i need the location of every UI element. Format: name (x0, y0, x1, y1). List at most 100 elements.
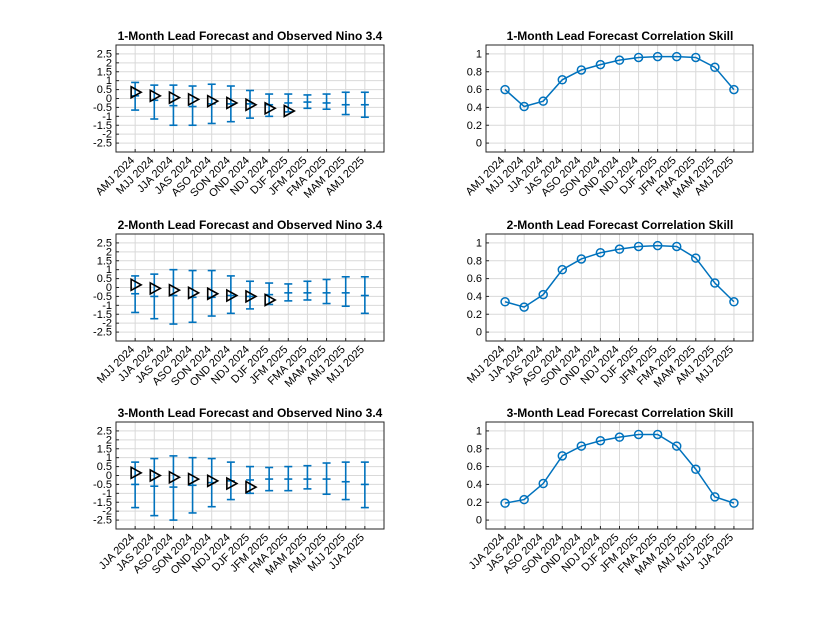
observed-point (187, 92, 201, 107)
y-tick-label: -2.5 (93, 327, 112, 339)
y-tick-label: 0.6 (467, 461, 482, 473)
observed-point (283, 104, 296, 118)
skill-point (652, 429, 663, 440)
y-tick-label: -1.5 (93, 309, 112, 321)
y-tick-label: 2.5 (97, 425, 112, 437)
observed-point (226, 96, 239, 110)
chart-title: 3-Month Lead Forecast Correlation Skill (507, 406, 734, 420)
y-tick-label: 0 (476, 515, 482, 527)
y-tick-label: -2.5 (93, 515, 112, 527)
panel-skill-3: 3-Month Lead Forecast Correlation Skill … (467, 406, 754, 578)
y-tick-label: 2.5 (97, 48, 112, 60)
chart-title: 2-Month Lead Forecast Correlation Skill (507, 218, 734, 232)
skill-point (519, 494, 529, 505)
skill-point (519, 101, 529, 112)
skill-point (729, 84, 739, 95)
skill-point (691, 52, 701, 63)
skill-point (595, 59, 606, 70)
y-tick-label: 2.5 (97, 237, 112, 249)
observed-point (130, 85, 143, 100)
y-tick-label: 1.5 (97, 255, 112, 267)
skill-point (614, 432, 625, 442)
y-tick-label: 0 (106, 93, 112, 105)
y-tick-label: 2 (106, 434, 112, 446)
skill-point (633, 52, 644, 63)
skill-line (504, 55, 735, 108)
skill-line (504, 244, 735, 308)
y-tick-label: 1 (476, 48, 482, 60)
observed-point (206, 286, 220, 301)
skill-point (710, 278, 720, 288)
skill-point (671, 51, 682, 62)
skill-point (538, 478, 548, 489)
observed-point (187, 285, 201, 300)
observed-point (168, 90, 182, 105)
panel-forecast-1: 1-Month Lead Forecast and Observed Nino … (93, 29, 385, 201)
observed-point (245, 97, 258, 112)
y-tick-label: 0.5 (97, 273, 112, 285)
skill-point (519, 302, 529, 312)
y-tick-label: -1.5 (93, 120, 112, 132)
observed-point (187, 472, 201, 486)
skill-point (729, 498, 739, 508)
observed-point (149, 88, 162, 103)
y-tick-label: -0.5 (93, 291, 112, 303)
y-tick-label: -0.5 (93, 479, 112, 491)
skill-point (671, 241, 682, 252)
y-tick-label: 0.4 (467, 291, 482, 303)
y-tick-label: 0.6 (467, 273, 482, 285)
observed-point (264, 101, 277, 116)
skill-point (691, 253, 701, 263)
y-tick-label: -1 (102, 300, 112, 312)
skill-point (710, 492, 720, 502)
skill-point (729, 297, 739, 307)
skill-point (557, 75, 568, 85)
skill-point (538, 289, 548, 300)
skill-point (710, 62, 720, 73)
y-tick-label: 0.8 (467, 443, 482, 455)
y-tick-label: -2 (102, 506, 112, 518)
skill-point (595, 435, 606, 446)
chart-title: 2-Month Lead Forecast and Observed Nino … (118, 218, 383, 232)
y-tick-label: 2 (106, 246, 112, 258)
y-tick-label: 1.5 (97, 443, 112, 455)
skill-point (557, 264, 568, 275)
y-tick-label: 0 (476, 327, 482, 339)
y-tick-label: -1 (102, 488, 112, 500)
observed-point (226, 476, 239, 491)
skill-point (576, 254, 587, 264)
skill-line (504, 433, 735, 504)
y-tick-label: 1 (476, 425, 482, 437)
observed-point (130, 277, 143, 292)
chart-title: 3-Month Lead Forecast and Observed Nino … (118, 406, 383, 420)
skill-point (538, 96, 548, 106)
skill-point (614, 55, 625, 65)
y-tick-label: -2 (102, 129, 112, 141)
y-tick-label: 0.2 (467, 309, 482, 321)
observed-point (206, 473, 220, 488)
y-tick-label: -1.5 (93, 497, 112, 509)
y-tick-label: 0.2 (467, 120, 482, 132)
skill-point (500, 84, 510, 95)
observed-point (264, 293, 277, 307)
skill-point (557, 451, 568, 461)
y-tick-label: 1 (476, 237, 482, 249)
y-tick-label: 0 (106, 470, 112, 482)
observed-point (149, 281, 162, 296)
chart-title: 1-Month Lead Forecast Correlation Skill (507, 29, 734, 43)
y-tick-label: 0.8 (467, 255, 482, 267)
skill-point (500, 297, 510, 307)
observed-point (206, 94, 220, 109)
skill-point (576, 65, 587, 75)
y-tick-label: 0.8 (467, 66, 482, 78)
observed-point (245, 480, 258, 494)
observed-point (226, 288, 239, 303)
observed-point (149, 468, 162, 483)
y-tick-label: 1.5 (97, 66, 112, 78)
skill-point (500, 498, 510, 508)
y-tick-label: 2 (106, 57, 112, 69)
y-tick-label: -2.5 (93, 138, 112, 150)
y-tick-label: 0.6 (467, 84, 482, 96)
